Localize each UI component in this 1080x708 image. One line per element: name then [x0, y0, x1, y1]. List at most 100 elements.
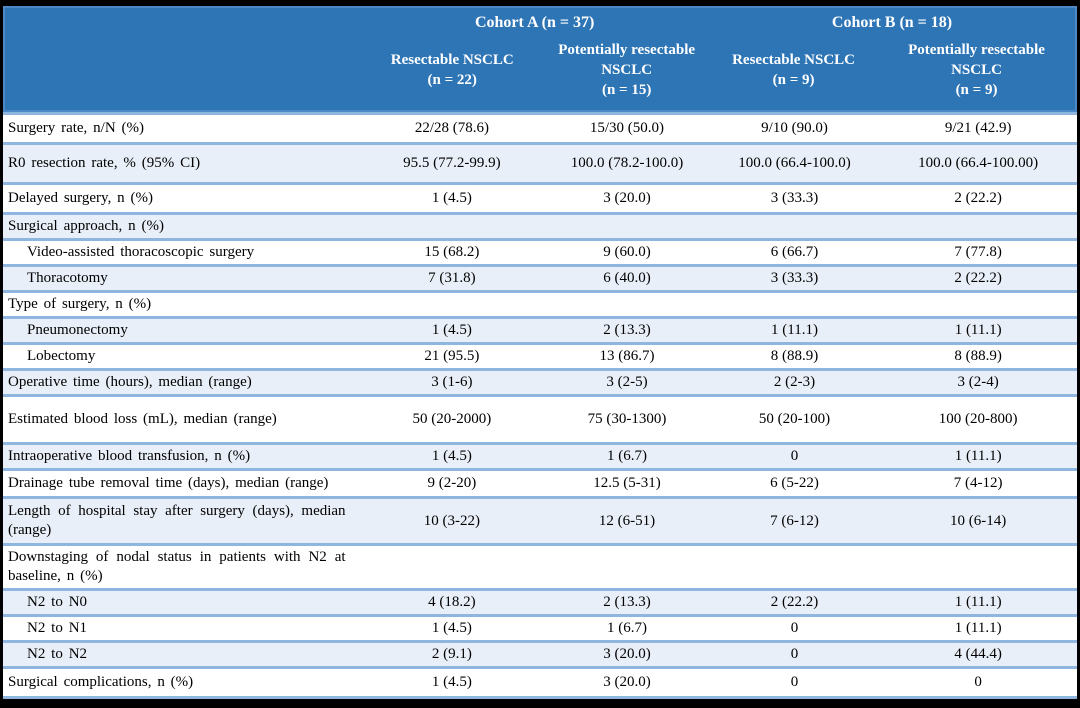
- row-label: Delayed surgery, n (%): [8, 190, 153, 206]
- table-row: Drainage tube removal time (days), media…: [3, 468, 1077, 496]
- row-value: 2 (22.2): [954, 190, 1002, 206]
- row-value: 1 (4.5): [431, 190, 472, 206]
- row-value: [544, 565, 709, 569]
- row-value: 6 (66.7): [770, 244, 819, 260]
- table-row: Type of surgery, n (%): [3, 290, 1077, 316]
- row-value: 10 (6-14): [950, 512, 1007, 529]
- table-row: Video-assisted thoracoscopic surgery 15 (…: [3, 238, 1077, 264]
- row-label: Surgical approach, n (%): [8, 218, 164, 234]
- row-value: 1 (4.5): [431, 620, 472, 636]
- row-value: [544, 225, 709, 229]
- table-row: Surgery rate, n/N (%) 22/28 (78.6) 15/30 (…: [3, 112, 1077, 142]
- table-row: N2 to N0 4 (18.2) 2 (13.3) 2 (22.2) 1 (11.1): [3, 588, 1077, 614]
- row-value: 7 (4-12): [953, 475, 1003, 491]
- row-value: 1 (11.1): [954, 620, 1002, 636]
- column-name: Resectable NSCLC: [732, 52, 855, 68]
- table-row: R0 resection rate, % (95% CI) 95.5 (77.2-…: [3, 142, 1077, 182]
- row-value: [360, 303, 545, 307]
- surgery-outcomes-table: Cohort A (n = 37) Cohort B (n = 18) Rese…: [3, 6, 1077, 699]
- row-value: 2 (13.3): [603, 322, 651, 338]
- row-value: 3 (2-5): [606, 374, 648, 390]
- row-value: 8 (88.9): [954, 348, 1002, 364]
- row-value: 12.5 (5-31): [593, 475, 661, 491]
- row-value: 7 (31.8): [428, 270, 476, 286]
- column-header-row: Resectable NSCLC (n = 22) Potentially re…: [5, 38, 1075, 102]
- row-value: 2 (2-3): [773, 374, 816, 390]
- row-value: 95.5 (77.2-99.9): [403, 155, 501, 171]
- column-header-potentially-resectable-a: Potentially resectable NSCLC (n = 15): [544, 38, 709, 102]
- row-value: 2 (9.1): [431, 646, 472, 662]
- row-label: N2 to N0: [27, 594, 88, 610]
- row-value: 9 (60.0): [603, 244, 651, 260]
- row-value: 3 (1-6): [431, 374, 473, 390]
- row-value: [544, 303, 709, 307]
- row-value: 6 (5-22): [770, 475, 819, 491]
- row-label: Lobectomy: [27, 348, 96, 364]
- row-label: N2 to N1: [27, 620, 88, 636]
- table-row: Surgical complications, n (%) 1 (4.5) 3 (2…: [3, 666, 1077, 696]
- row-value: 2 (13.3): [603, 594, 651, 610]
- row-value: [360, 565, 545, 569]
- table-row: N2 to N2 2 (9.1) 3 (20.0) 0 4 (44.4): [3, 640, 1077, 666]
- row-label: Length of hospital stay after surgery (d…: [8, 503, 346, 538]
- row-value: 0: [974, 674, 982, 690]
- row-value: 4 (44.4): [954, 646, 1002, 662]
- table-row: Operative time (hours), median (range) 3 …: [3, 368, 1077, 394]
- row-value: 12 (6-51): [598, 512, 656, 529]
- row-label: Surgical complications, n (%): [8, 674, 194, 690]
- row-label: Downstaging of nodal status in patients …: [8, 549, 346, 584]
- row-value: 15/30 (50.0): [589, 120, 665, 136]
- row-value: 4 (18.2): [428, 594, 476, 610]
- row-value: 1 (4.5): [431, 322, 472, 338]
- row-value: 15 (68.2): [424, 244, 480, 260]
- table-header: Cohort A (n = 37) Cohort B (n = 18) Rese…: [3, 6, 1077, 112]
- cohort-b-header: Cohort B (n = 18): [831, 14, 953, 31]
- row-value: 10 (3-22): [423, 512, 481, 529]
- row-value: 0: [790, 620, 799, 636]
- row-value: 6 (40.0): [603, 270, 651, 286]
- row-value: 75 (30-1300): [587, 411, 667, 427]
- row-value: 21 (95.5): [424, 348, 480, 364]
- column-n: (n = 15): [601, 82, 652, 98]
- table-row: Pneumonectomy 1 (4.5) 2 (13.3) 1 (11.1) 1 (1…: [3, 316, 1077, 342]
- row-value: 3 (20.0): [603, 646, 651, 662]
- row-value: [710, 225, 880, 229]
- row-label: Thoracotomy: [27, 270, 108, 286]
- row-value: 1 (11.1): [954, 322, 1002, 338]
- row-value: 0: [790, 448, 799, 464]
- row-value: 0: [790, 674, 799, 690]
- column-n: (n = 9): [772, 72, 815, 88]
- table-row: Surgical approach, n (%): [3, 212, 1077, 238]
- column-header-resectable-a: Resectable NSCLC (n = 22): [360, 38, 544, 102]
- row-value: 9 (2-20): [427, 475, 477, 491]
- row-value: [360, 225, 545, 229]
- row-value: 0: [790, 646, 799, 662]
- table-row: Intraoperative blood transfusion, n (%) 1…: [3, 442, 1077, 468]
- row-label: Estimated blood loss (mL), median (range…: [8, 411, 277, 427]
- row-label: Operative time (hours), median (range): [8, 374, 252, 390]
- row-value: [710, 565, 880, 569]
- row-value: 1 (11.1): [954, 448, 1002, 464]
- table-row: Estimated blood loss (mL), median (range…: [3, 394, 1077, 442]
- column-header-resectable-b: Resectable NSCLC (n = 9): [709, 38, 878, 102]
- row-value: 8 (88.9): [770, 348, 819, 364]
- row-value: [879, 225, 1077, 229]
- row-value: 3 (20.0): [603, 190, 651, 206]
- row-value: 13 (86.7): [599, 348, 655, 364]
- row-value: 1 (6.7): [606, 448, 647, 464]
- row-value: [879, 303, 1077, 307]
- cohort-a-header: Cohort A (n = 37): [474, 14, 595, 31]
- column-name: Resectable NSCLC: [390, 52, 514, 68]
- table-row: Length of hospital stay after surgery (d…: [3, 496, 1077, 543]
- row-value: [879, 565, 1077, 569]
- row-value: 1 (11.1): [954, 594, 1002, 610]
- row-value: 9/21 (42.9): [944, 120, 1012, 136]
- cohort-header-row: Cohort A (n = 37) Cohort B (n = 18): [5, 12, 1075, 34]
- row-value: 100.0 (66.4-100.0): [738, 155, 851, 171]
- table-row: Delayed surgery, n (%) 1 (4.5) 3 (20.0) 3 (…: [3, 182, 1077, 212]
- table-row: Thoracotomy 7 (31.8) 6 (40.0) 3 (33.3) 2 (22…: [3, 264, 1077, 290]
- row-value: 50 (20-2000): [412, 411, 492, 427]
- row-value: 3 (33.3): [770, 270, 819, 286]
- row-value: 50 (20-100): [758, 411, 831, 427]
